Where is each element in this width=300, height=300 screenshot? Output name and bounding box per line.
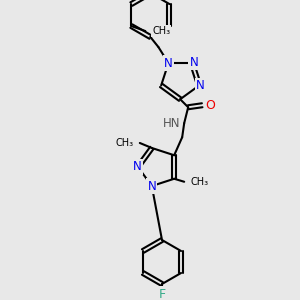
Text: N: N: [190, 56, 198, 69]
Text: HN: HN: [163, 117, 180, 130]
Text: CH₃: CH₃: [152, 26, 170, 36]
Text: F: F: [158, 287, 166, 300]
Text: N: N: [164, 57, 173, 70]
Text: N: N: [196, 79, 205, 92]
Text: CH₃: CH₃: [116, 138, 134, 148]
Text: CH₃: CH₃: [190, 177, 208, 187]
Text: O: O: [205, 99, 215, 112]
Text: N: N: [147, 179, 156, 193]
Text: N: N: [133, 160, 141, 173]
Text: HN: HN: [162, 116, 179, 129]
